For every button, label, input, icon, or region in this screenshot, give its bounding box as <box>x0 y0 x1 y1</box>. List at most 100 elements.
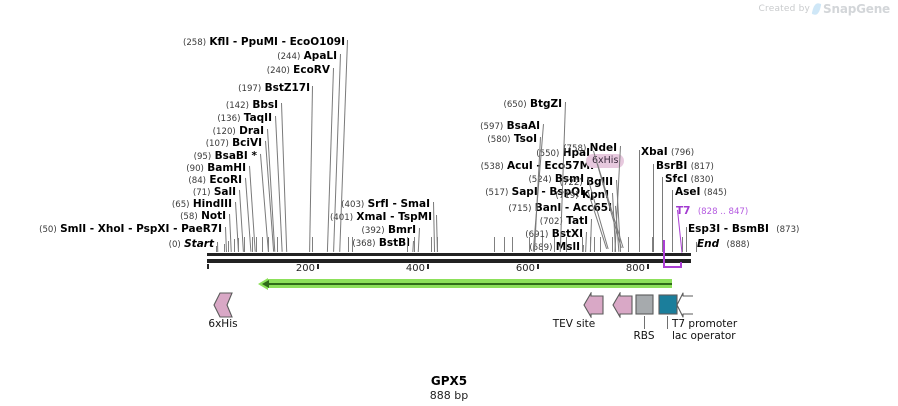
enzyme-label[interactable]: (758) NdeI <box>563 142 617 155</box>
leader-line <box>672 190 673 252</box>
enzyme-label[interactable]: (95) BsaBI * <box>194 150 257 163</box>
enzyme-label[interactable]: (538) AcuI - Eco57MI <box>481 160 594 173</box>
enzyme-hash <box>431 237 432 252</box>
enzyme-position: (392) <box>361 226 385 236</box>
enzyme-hash <box>582 237 583 252</box>
enzyme-label[interactable]: (691) BstXI <box>525 228 583 241</box>
enzyme-label[interactable]: (58) NotI <box>180 210 226 223</box>
enzyme-hash <box>612 237 613 252</box>
enzyme-label[interactable]: (107) BciVI <box>206 137 262 150</box>
enzyme-label[interactable]: (50) SmlI - XhoI - PspXI - PaeR7I <box>39 223 222 236</box>
feature-glyph-lac-operator[interactable] <box>658 294 678 315</box>
enzyme-label[interactable]: (392) BmrI <box>362 224 416 237</box>
ruler-label: 800 <box>625 263 645 274</box>
feature-name: T7 <box>676 205 691 217</box>
enzyme-hash <box>672 237 673 252</box>
enzyme-name: EcoRI <box>209 174 242 186</box>
enzyme-name: BtgZI <box>529 98 562 110</box>
feature-label-lac-operator: lac operator <box>672 330 736 342</box>
enzyme-hash <box>238 238 239 252</box>
enzyme-hash <box>529 237 530 252</box>
enzyme-label[interactable]: AseI (845) <box>675 186 727 199</box>
enzyme-hash <box>437 237 438 252</box>
enzyme-position: (90) <box>186 164 204 174</box>
enzyme-hash <box>234 239 235 252</box>
feature-glyph-6xhis-right[interactable] <box>612 292 633 318</box>
enzyme-position: (258) <box>182 38 207 48</box>
feature-glyph-6xhis-left[interactable] <box>213 292 233 318</box>
enzyme-label[interactable]: XbaI (796) <box>641 146 694 159</box>
ruler-tick <box>537 264 539 269</box>
enzyme-label[interactable]: (722) BglII <box>560 176 613 189</box>
enzyme-position: (107) <box>205 139 229 149</box>
enzyme-label[interactable]: (240) EcoRV <box>267 64 330 77</box>
feature-label-t7[interactable]: T7 (828 .. 847) <box>676 205 748 218</box>
enzyme-label[interactable]: SfcI (830) <box>665 173 714 186</box>
plasmid-name: GPX5 <box>430 374 468 388</box>
enzyme-position: (888) <box>726 240 750 250</box>
enzyme-label[interactable]: (0) Start <box>169 238 214 251</box>
ruler-tick <box>427 264 429 269</box>
enzyme-hash <box>228 241 229 252</box>
enzyme-name: XbaI <box>641 146 668 158</box>
enzyme-label[interactable]: BsrBI (817) <box>656 160 714 173</box>
enzyme-hash <box>512 237 513 252</box>
feature-label-rbs: RBS <box>633 330 655 342</box>
enzyme-name: BstBI <box>378 237 410 249</box>
orf-center-line <box>268 282 672 285</box>
feature-glyph-t7-promoter[interactable] <box>676 292 694 318</box>
enzyme-hash <box>244 237 245 252</box>
enzyme-position: (120) <box>212 127 236 137</box>
enzyme-label[interactable]: (136) TaqII <box>217 112 272 125</box>
enzyme-label[interactable]: (142) BbsI <box>226 99 278 112</box>
enzyme-hash <box>494 237 495 252</box>
enzyme-name: BmrI <box>387 224 416 236</box>
enzyme-hash <box>554 237 555 252</box>
leader-line <box>229 213 232 252</box>
enzyme-label[interactable]: (401) XmaI - TspMI <box>330 211 432 224</box>
backbone-top-rail <box>207 253 691 256</box>
enzyme-position: (689) <box>529 243 553 253</box>
enzyme-label[interactable]: (597) BsaAI <box>480 120 540 133</box>
enzyme-position: (702) <box>539 217 563 227</box>
enzyme-label[interactable]: (368) BstBI <box>352 237 410 250</box>
enzyme-name: Esp3I - BsmBI <box>688 223 769 235</box>
enzyme-label[interactable]: (244) ApaLI <box>277 50 337 63</box>
enzyme-name: BanI - Acc65I <box>534 202 612 214</box>
enzyme-hash <box>566 237 567 252</box>
enzyme-hash <box>600 237 601 252</box>
enzyme-label[interactable]: (197) BstZ17I <box>238 82 310 95</box>
enzyme-label[interactable]: (702) TatI <box>540 215 588 228</box>
enzyme-label[interactable]: (120) DraI <box>213 125 264 138</box>
ruler-label: 600 <box>515 263 535 274</box>
enzyme-hash <box>224 244 225 252</box>
enzyme-label[interactable]: (550) HpaI <box>536 147 590 160</box>
enzyme-label[interactable]: (719) KpnI <box>556 189 610 202</box>
enzyme-position: (845) <box>703 188 727 198</box>
enzyme-label[interactable]: (517) SapI - BspQI <box>485 186 584 199</box>
enzyme-label[interactable]: (71) SalI <box>193 186 236 199</box>
leader-line <box>217 241 219 252</box>
enzyme-label[interactable]: Esp3I - BsmBI (873) <box>688 223 799 236</box>
leader-line <box>686 227 687 252</box>
enzyme-hash <box>348 237 349 252</box>
enzyme-label[interactable]: End (888) <box>697 238 750 251</box>
feature-leader-lac-operator <box>667 316 668 329</box>
plasmid-length: 888 bp <box>429 389 469 402</box>
leader-line <box>585 232 587 253</box>
enzyme-label[interactable]: (84) EcoRI <box>188 174 242 187</box>
enzyme-label[interactable]: (65) HindIII <box>172 198 232 211</box>
enzyme-name: Start <box>184 238 214 250</box>
feature-glyph-rbs[interactable] <box>635 294 654 315</box>
enzyme-position: (873) <box>776 225 800 235</box>
enzyme-label[interactable]: (90) BamHI <box>186 162 246 175</box>
enzyme-label[interactable]: (580) TsoI <box>487 133 537 146</box>
enzyme-label[interactable]: (403) SrfI - SmaI <box>341 198 430 211</box>
enzyme-label[interactable]: (689) MslI <box>529 241 580 254</box>
enzyme-name: SalI <box>213 186 236 198</box>
watermark-brand: SnapGene <box>823 2 890 16</box>
enzyme-label[interactable]: (258) KflI - PpuMI - EcoO109I <box>183 36 345 49</box>
feature-glyph-tev-site[interactable] <box>583 292 604 318</box>
enzyme-label[interactable]: (650) BtgZI <box>503 98 562 111</box>
